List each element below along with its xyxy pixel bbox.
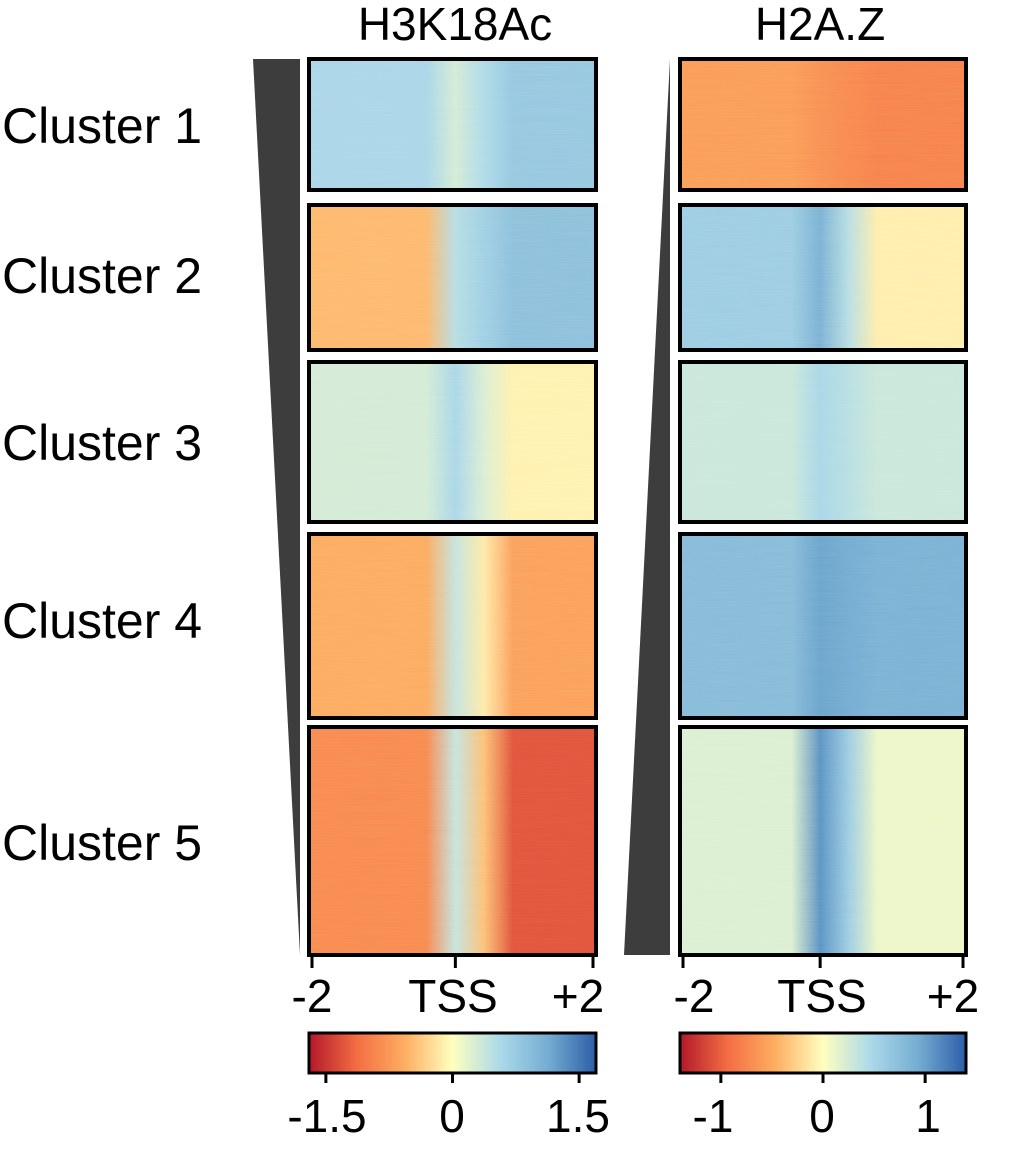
heatmap-texture xyxy=(309,362,596,522)
cluster-label-2: Cluster 2 xyxy=(2,248,202,304)
heatmap-frame xyxy=(307,203,598,352)
sort-order-wedge xyxy=(253,59,300,955)
colorbar-tick-label: 0 xyxy=(439,1090,465,1142)
cluster-label-1: Cluster 1 xyxy=(2,98,202,154)
heatmap-frame xyxy=(678,203,968,352)
heatmap-frame xyxy=(678,57,968,192)
x-tick-label-tss: TSS xyxy=(777,970,866,1022)
colorbar-tick-label: 0 xyxy=(809,1090,835,1142)
heatmap-cluster-1 xyxy=(678,57,968,192)
heatmap-texture xyxy=(309,205,596,350)
heatmap-frame xyxy=(307,57,598,192)
x-tick-label-right: +2 xyxy=(927,970,979,1022)
sort-order-wedge xyxy=(624,59,670,955)
heatmap-frame xyxy=(678,360,968,524)
heatmap-texture xyxy=(309,59,596,190)
colorbar-tick-label: 1.5 xyxy=(546,1090,610,1142)
heatmap-texture xyxy=(680,205,966,350)
heatmap-cluster-1 xyxy=(307,57,598,192)
heatmap-cluster-4 xyxy=(307,532,598,720)
colorbar-tick-label: -1.5 xyxy=(287,1090,366,1142)
heatmap-panels xyxy=(307,57,968,1083)
heatmap-cluster-5 xyxy=(307,725,598,957)
colorbar-h3k18ac xyxy=(307,1031,598,1075)
colorbar-tick-label: 1 xyxy=(915,1090,941,1142)
colorbar-h2az xyxy=(678,1031,968,1075)
x-tick-label-left: -2 xyxy=(292,970,333,1022)
heatmap-texture xyxy=(309,534,596,718)
heatmap-texture xyxy=(680,362,966,522)
x-tick-label-left: -2 xyxy=(674,970,715,1022)
heatmap-cluster-3 xyxy=(678,360,968,524)
x-tick-label-tss: TSS xyxy=(408,970,497,1022)
heatmap-cluster-4 xyxy=(678,532,968,720)
panel-title-h2az: H2A.Z xyxy=(755,0,885,50)
colorbar-tick-label: -1 xyxy=(693,1090,734,1142)
heatmap-frame xyxy=(307,532,598,720)
heatmap-frame xyxy=(307,360,598,524)
heatmap-cluster-2 xyxy=(678,203,968,352)
x-tick-label-right: +2 xyxy=(552,970,604,1022)
heatmap-texture xyxy=(680,534,966,718)
heatmap-texture xyxy=(680,59,966,190)
heatmap-cluster-2 xyxy=(307,203,598,352)
heatmap-frame xyxy=(678,532,968,720)
cluster-label-3: Cluster 3 xyxy=(2,415,202,471)
heatmap-cluster-3 xyxy=(307,360,598,524)
panel-title-h3k18ac: H3K18Ac xyxy=(358,0,552,50)
heatmap-texture xyxy=(680,727,966,955)
cluster-label-4: Cluster 4 xyxy=(2,593,202,649)
heatmap-frame xyxy=(678,725,968,957)
heatmap-cluster-5 xyxy=(678,725,968,957)
heatmap-texture xyxy=(309,727,596,955)
cluster-label-5: Cluster 5 xyxy=(2,815,202,871)
heatmap-frame xyxy=(307,725,598,957)
